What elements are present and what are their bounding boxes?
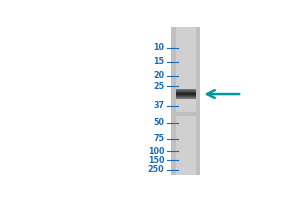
Text: 100: 100 [148, 147, 164, 156]
Bar [171, 27, 200, 175]
Text: 15: 15 [153, 57, 164, 66]
Bar [176, 98, 196, 99]
Text: 250: 250 [148, 165, 164, 174]
Bar [176, 27, 196, 175]
Text: 10: 10 [153, 43, 164, 52]
Text: 50: 50 [153, 118, 164, 127]
Text: 37: 37 [153, 101, 164, 110]
Text: 150: 150 [148, 156, 164, 165]
Bar [176, 97, 196, 98]
Bar [176, 112, 196, 116]
Text: 75: 75 [153, 134, 164, 143]
Bar [176, 89, 196, 90]
Bar [176, 91, 196, 92]
Text: 20: 20 [153, 71, 164, 80]
Bar [176, 93, 196, 94]
Bar [176, 95, 196, 96]
Text: 25: 25 [153, 82, 164, 91]
Bar [176, 94, 196, 95]
Bar [176, 92, 196, 93]
Bar [176, 96, 196, 97]
Bar [176, 90, 196, 91]
